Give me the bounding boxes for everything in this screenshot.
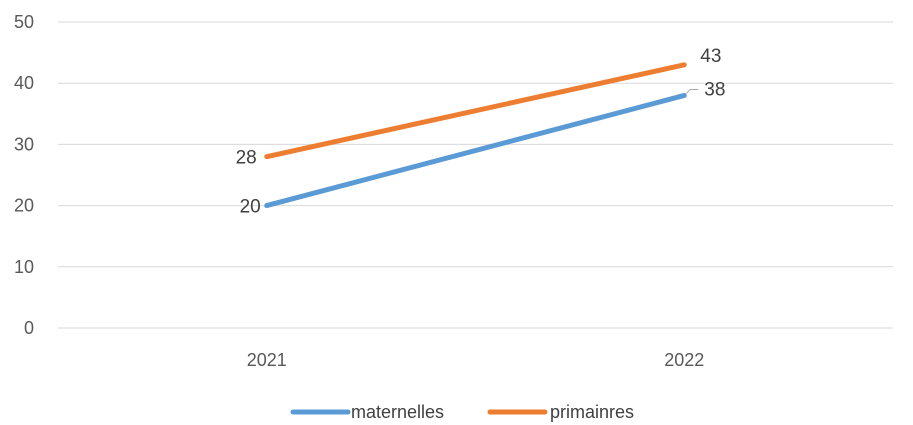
- data-label-primainres-2022: 43: [700, 46, 721, 67]
- y-tick-label: 50: [14, 12, 34, 32]
- series-line-primainres: [264, 62, 687, 160]
- x-tick-label: 2021: [247, 350, 287, 370]
- series-lines: [264, 62, 687, 209]
- legend-label-primainres: primainres: [550, 402, 634, 422]
- y-axis-ticks: 0 10 20 30 40 50: [14, 12, 34, 338]
- gridlines: [58, 21, 893, 329]
- legend: maternelles primainres: [290, 402, 634, 422]
- data-label-maternelles-2021: 20: [240, 197, 261, 218]
- x-tick-label: 2022: [664, 350, 704, 370]
- data-label-maternelles-2022: 38: [704, 79, 725, 100]
- legend-label-maternelles: maternelles: [351, 402, 444, 422]
- y-tick-label: 0: [24, 318, 34, 338]
- y-tick-label: 40: [14, 73, 34, 93]
- x-axis-ticks: 2021 2022: [247, 350, 705, 370]
- y-tick-label: 10: [14, 257, 34, 277]
- y-tick-label: 20: [14, 196, 34, 216]
- data-label-primainres-2021: 28: [236, 148, 257, 169]
- series-line-maternelles: [264, 92, 687, 209]
- leader-line-maternelles-2022: [685, 88, 699, 94]
- y-tick-label: 30: [14, 134, 34, 154]
- data-labels: 20 28 43 38: [236, 46, 726, 218]
